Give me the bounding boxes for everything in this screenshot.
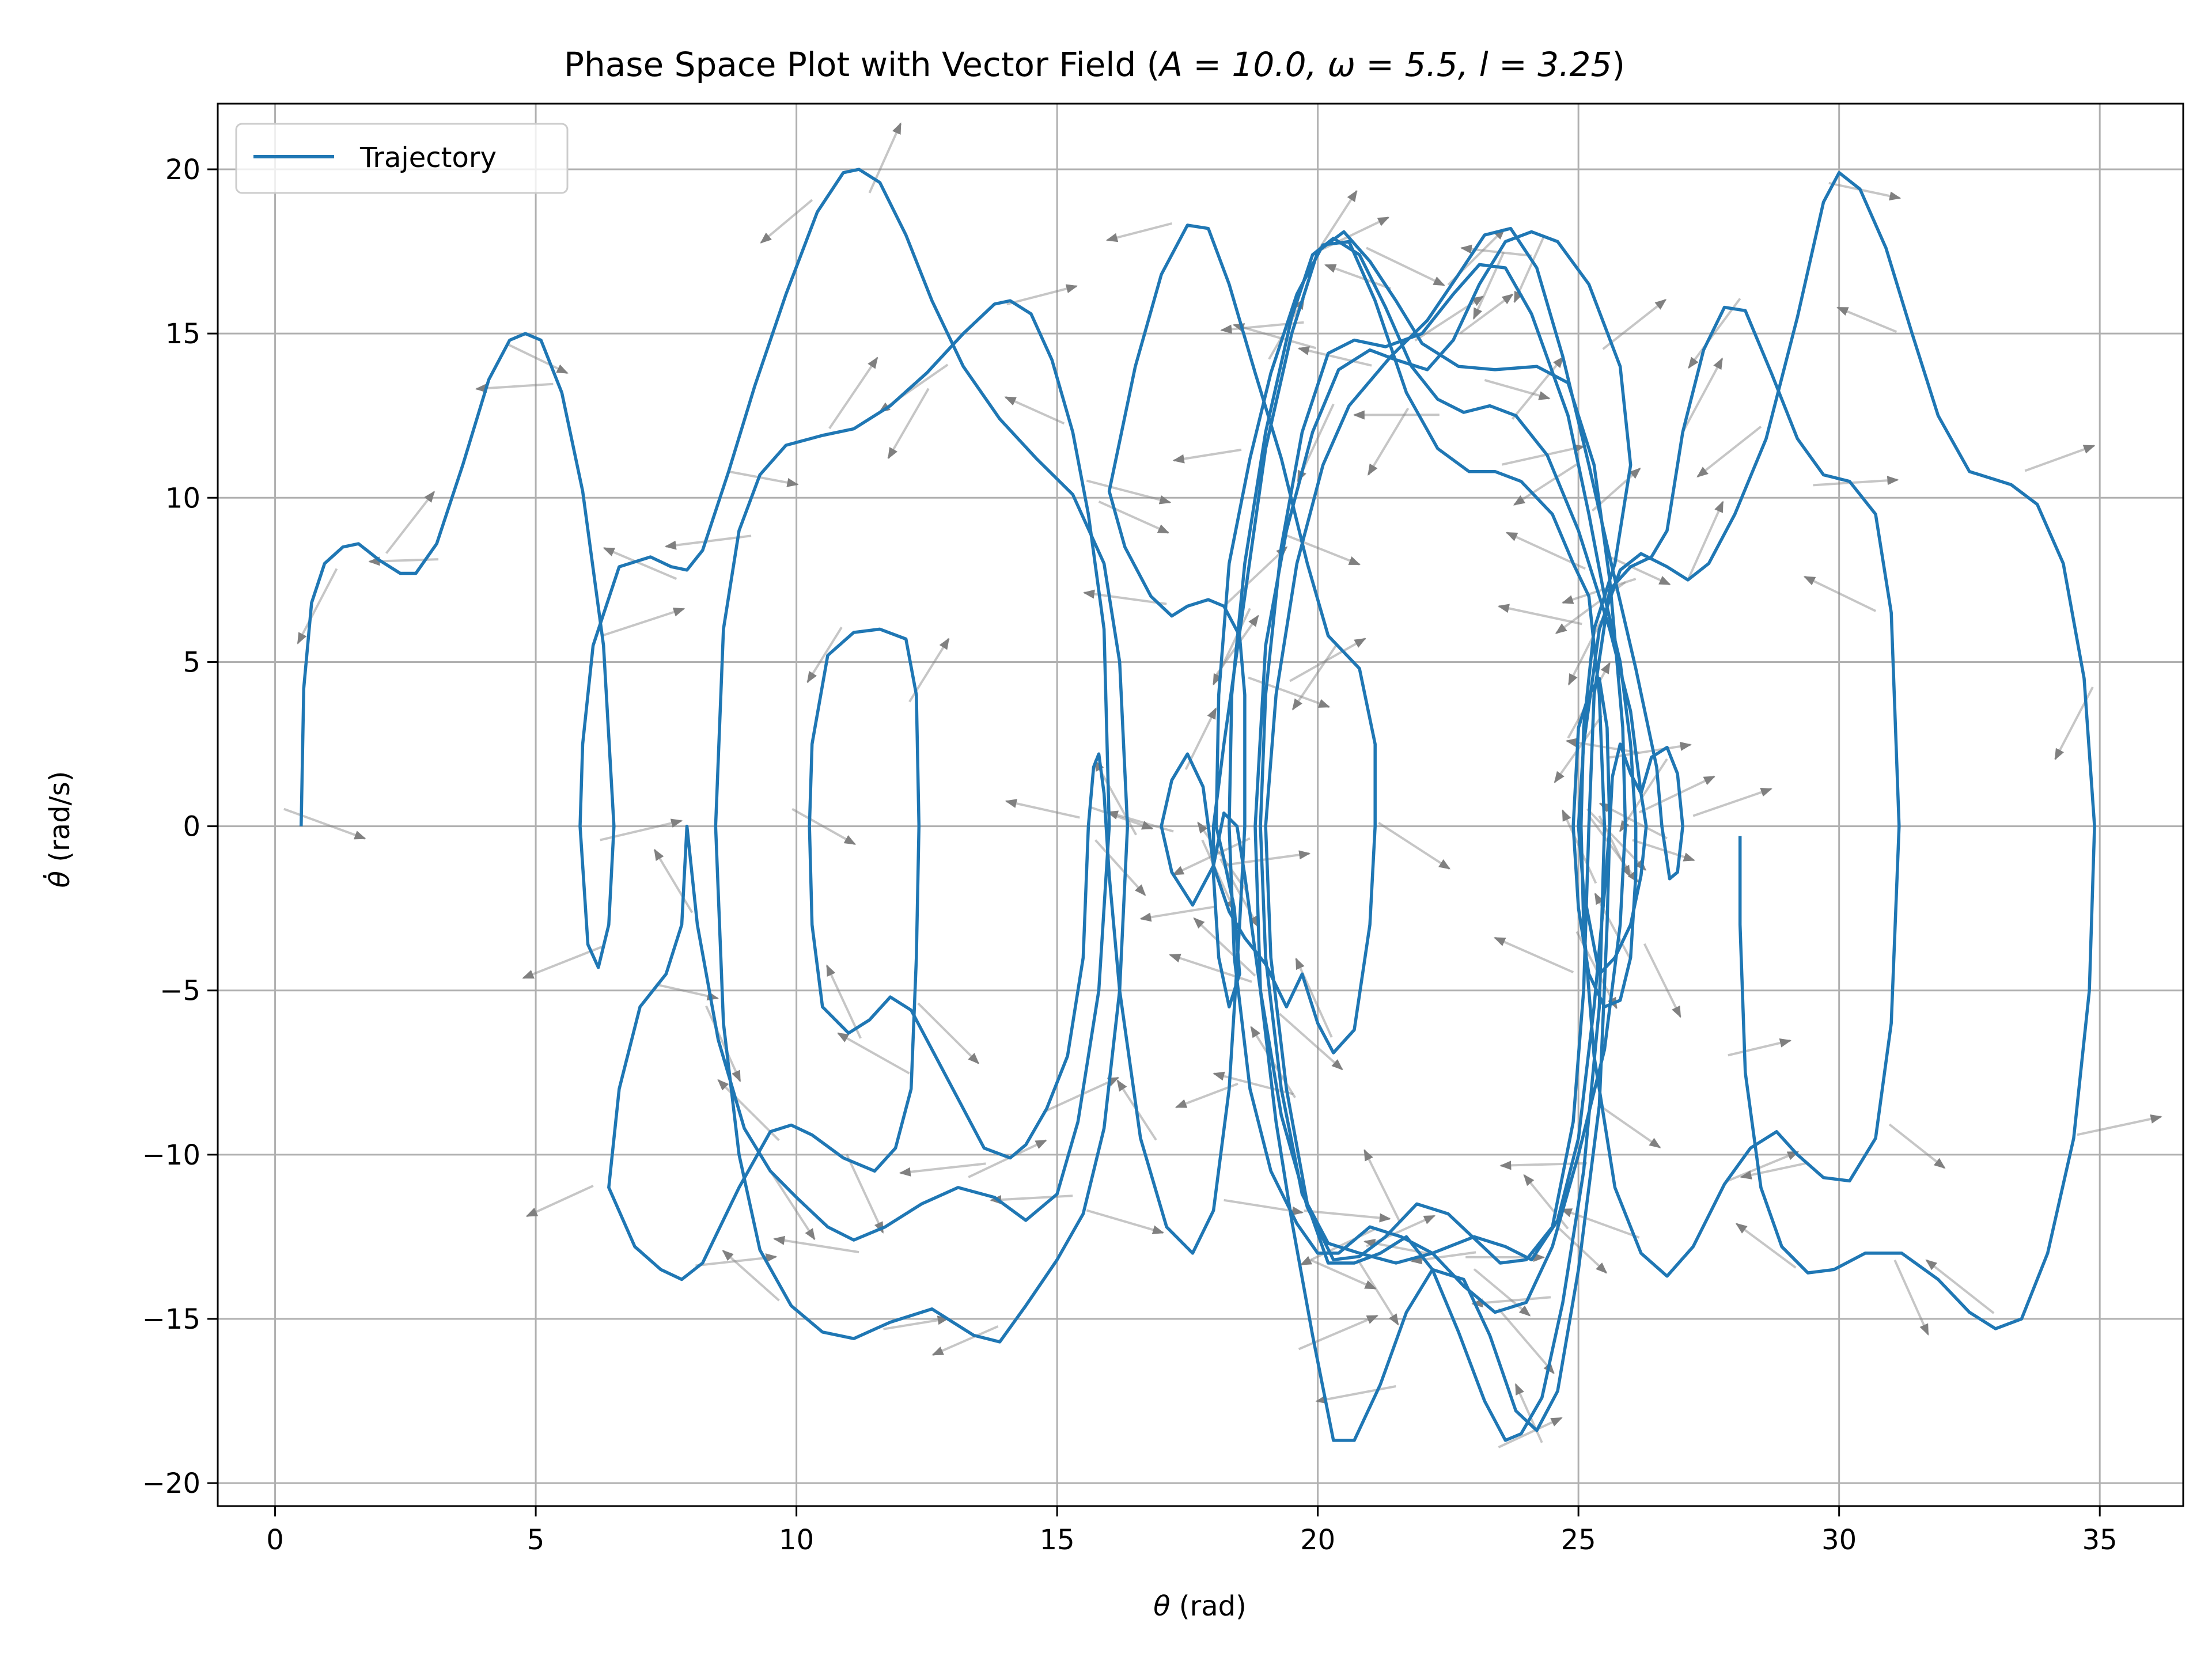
vector-arrow xyxy=(1813,480,1898,485)
vector-arrow xyxy=(900,1163,986,1173)
chart-title-close: ) xyxy=(1612,45,1625,84)
vector-arrow xyxy=(1006,801,1080,818)
vector-arrow xyxy=(1283,534,1359,564)
trajectory-layer xyxy=(301,169,2094,1440)
x-tick-label: 10 xyxy=(779,1524,814,1556)
y-tick-label: 5 xyxy=(183,646,200,678)
grid xyxy=(218,104,2183,1506)
vector-arrow xyxy=(1296,958,1332,1037)
vector-arrow xyxy=(1194,918,1255,976)
y-tick-label: −20 xyxy=(142,1467,200,1500)
y-tick-label: 0 xyxy=(183,811,200,843)
vector-arrow xyxy=(2025,446,2094,471)
vector-arrow xyxy=(869,123,900,193)
vector-arrow xyxy=(1368,408,1408,475)
vector-arrow xyxy=(1365,1150,1400,1221)
vector-arrow xyxy=(1683,359,1722,433)
vector-arrow xyxy=(1279,1014,1342,1070)
vector-arrow xyxy=(1005,397,1064,424)
x-tick-label: 35 xyxy=(2082,1524,2118,1556)
y-axis-label-symbol: θ̇ xyxy=(43,871,76,888)
vector-arrow xyxy=(1099,502,1169,533)
y-tick-label: −15 xyxy=(142,1303,200,1336)
vector-arrow xyxy=(1838,308,1896,332)
x-tick-label: 15 xyxy=(1040,1524,1075,1556)
vector-arrow xyxy=(1645,944,1681,1017)
vector-arrow xyxy=(1366,248,1444,285)
x-tick-label: 0 xyxy=(266,1524,284,1556)
vector-arrow xyxy=(1460,294,1513,333)
vector-arrow xyxy=(1007,286,1077,304)
vector-arrow xyxy=(761,200,812,242)
chart-title: Phase Space Plot with Vector Field (A = … xyxy=(564,45,1625,84)
vector-arrow xyxy=(1290,639,1365,681)
vector-arrow xyxy=(1141,907,1217,919)
vector-arrow xyxy=(770,1171,815,1239)
vector-arrow xyxy=(1736,1224,1796,1268)
vector-arrow xyxy=(1805,577,1876,611)
y-axis-label-unit: (rad/s) xyxy=(44,771,76,871)
vector-arrow xyxy=(1107,223,1172,240)
vector-arrow xyxy=(1895,1260,1928,1334)
y-tick-label: −5 xyxy=(160,975,200,1007)
x-axis-label: θ (rad) xyxy=(1153,1590,1247,1622)
legend: Trajectory xyxy=(236,124,567,193)
vector-arrow xyxy=(968,1140,1046,1177)
vector-arrow xyxy=(991,1196,1073,1200)
vector-arrow xyxy=(1086,481,1170,503)
vector-arrow xyxy=(888,389,929,458)
vector-arrow xyxy=(1378,823,1449,869)
vector-arrow xyxy=(1317,1386,1396,1401)
vector-arrow xyxy=(1926,1260,1994,1313)
vector-arrow xyxy=(838,1033,910,1074)
vector-arrow xyxy=(284,809,365,839)
vector-arrow xyxy=(1698,427,1761,477)
x-tick-label: 25 xyxy=(1561,1524,1596,1556)
vector-arrow xyxy=(918,1003,979,1064)
vector-arrow xyxy=(1304,1211,1390,1219)
vector-arrow xyxy=(774,1239,859,1252)
vector-arrow xyxy=(387,492,434,553)
vector-arrow xyxy=(2077,1117,2161,1135)
vector-field xyxy=(284,123,2161,1447)
vector-arrow xyxy=(1484,380,1549,399)
y-tick-label: 20 xyxy=(165,154,200,186)
legend-label-trajectory: Trajectory xyxy=(359,142,497,174)
vector-arrow xyxy=(1728,1041,1790,1056)
vector-arrow xyxy=(298,568,337,643)
y-tick-label: 10 xyxy=(165,482,200,514)
vector-arrow xyxy=(1096,840,1145,896)
vector-arrow xyxy=(506,344,567,373)
y-tick-label: −10 xyxy=(142,1139,200,1171)
trajectory-line xyxy=(301,169,2094,1440)
plot-frame xyxy=(218,104,2183,1506)
vector-arrow xyxy=(527,1186,593,1216)
vector-arrow xyxy=(1688,502,1723,580)
chart-title-main: Phase Space Plot with Vector Field ( xyxy=(564,45,1160,84)
chart-title-math: A = 10.0, ω = 5.5, l = 3.25 xyxy=(1157,45,1612,84)
vector-arrow xyxy=(1889,1124,1945,1168)
vector-arrow xyxy=(1086,1211,1163,1233)
x-tick-label: 5 xyxy=(527,1524,545,1556)
vector-arrow xyxy=(1693,789,1771,816)
vector-arrow xyxy=(1174,450,1241,461)
x-axis-label-symbol: θ xyxy=(1153,1590,1170,1622)
vector-arrow xyxy=(1495,938,1573,972)
x-tick-label: 30 xyxy=(1821,1524,1857,1556)
x-axis-label-unit: (rad) xyxy=(1171,1590,1247,1622)
y-tick-label: 15 xyxy=(165,318,200,350)
vector-arrow xyxy=(1358,1260,1398,1325)
axis-ticks: 0 5 10 15 20 25 30 35 −20 −15 −10 −5 0 5 10 15 20 xyxy=(142,154,2118,1556)
x-tick-label: 20 xyxy=(1300,1524,1335,1556)
vector-arrow xyxy=(604,609,684,635)
y-axis-label: θ̇ (rad/s) xyxy=(43,771,76,888)
vector-arrow xyxy=(1499,606,1582,624)
